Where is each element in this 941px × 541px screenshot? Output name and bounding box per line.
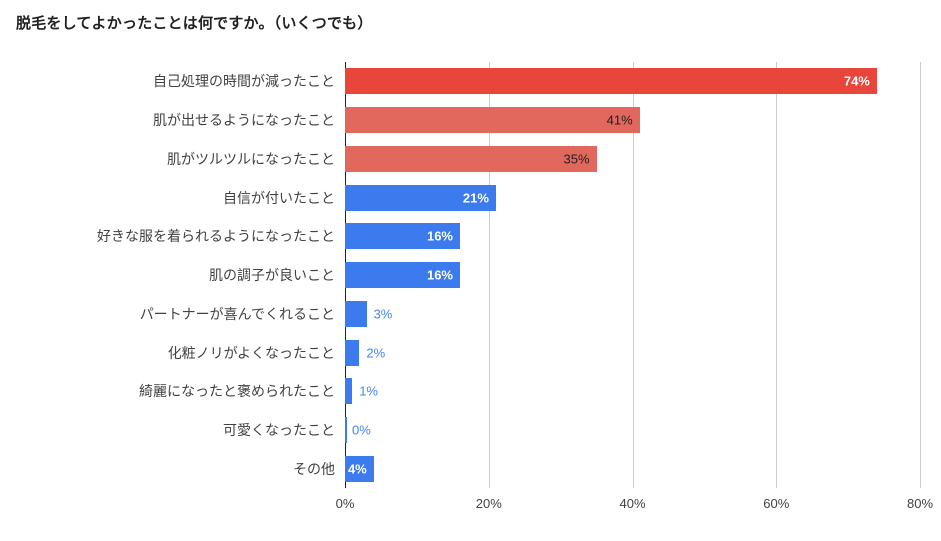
category-label: 肌がツルツルになったこと (167, 150, 335, 167)
bar-rows: 自己処理の時間が減ったこと 74% 肌が出せるようになったこと 41% 肌がツルツルにな… (0, 62, 941, 488)
category-label: 綺麗になったと褒められたこと (139, 383, 335, 400)
bar-value-label: 74% (843, 73, 870, 89)
bar-row: 肌の調子が良いこと 16% (0, 256, 941, 295)
x-axis-tick-label: 60% (763, 496, 790, 511)
bar (345, 223, 460, 250)
bar (345, 339, 360, 366)
bar (345, 378, 353, 405)
gridline (488, 62, 490, 488)
bar-row: 綺麗になったと褒められたこと 1% (0, 372, 941, 411)
category-label: 自信が付いたこと (223, 189, 335, 206)
gridline (776, 62, 778, 488)
bar-track: 16% (345, 217, 920, 256)
category-label: 好きな服を着られるようになったこと (97, 228, 335, 245)
bar-value-label: 1% (359, 383, 378, 399)
category-label: 自己処理の時間が減ったこと (153, 73, 335, 90)
bar-track: 4% (345, 449, 920, 488)
bar-track: 16% (345, 256, 920, 295)
bar-row: 肌が出せるようになったこと 41% (0, 101, 941, 140)
bar-track: 2% (345, 333, 920, 372)
bar (345, 262, 460, 289)
category-label: 化粧ノリがよくなったこと (167, 344, 335, 361)
bar (345, 300, 367, 327)
x-axis-tick-label: 0% (335, 496, 355, 511)
x-axis: 0% 20% 40% 60% 80% (336, 496, 933, 516)
bar (345, 416, 347, 443)
chart-title: 脱毛をしてよかったことは何ですか。（いくつでも） (16, 15, 373, 32)
bar-row: 自己処理の時間が減ったこと 74% (0, 62, 941, 101)
bar-row: パートナーが喜んでくれること 3% (0, 294, 941, 333)
bar (345, 455, 374, 482)
bar-value-label: 3% (373, 306, 393, 322)
bar-value-label: 2% (366, 345, 386, 360)
bar-value-label: 35% (563, 151, 590, 167)
category-label: 肌の調子が良いこと (209, 267, 335, 284)
bar (345, 107, 640, 134)
bar-track: 0% (345, 411, 920, 450)
gridline (632, 62, 634, 488)
bar-value-label: 16% (426, 228, 453, 244)
bar-track: 74% (345, 62, 920, 101)
x-axis-tick-label: 80% (906, 496, 934, 511)
bar-value-label: 0% (352, 422, 371, 438)
bar-track: 41% (345, 101, 920, 140)
x-axis-tick-label: 40% (619, 496, 646, 511)
category-label: 肌が出せるようになったこと (153, 112, 335, 129)
category-label: その他 (293, 460, 335, 477)
bar-row: 可愛くなったこと 0% (0, 411, 941, 450)
bar-value-label: 41% (606, 112, 633, 128)
bar-row: 化粧ノリがよくなったこと 2% (0, 333, 941, 372)
bar-track: 21% (345, 178, 920, 217)
gridline (920, 62, 921, 488)
category-label: 可愛くなったこと (223, 421, 335, 438)
bar (345, 184, 496, 211)
bar-track: 1% (345, 372, 920, 411)
bar-track: 3% (345, 294, 920, 333)
bar-track: 35% (345, 139, 920, 178)
bar-value-label: 16% (426, 267, 453, 283)
bar (345, 145, 597, 172)
bar-value-label: 21% (462, 190, 489, 206)
bar-value-label: 4% (347, 461, 367, 477)
bar (345, 68, 877, 95)
bar-row: その他 4% (0, 449, 941, 488)
bar-row: 自信が付いたこと 21% (0, 178, 941, 217)
x-axis-tick-label: 20% (475, 496, 502, 511)
bar-row: 肌がツルツルになったこと 35% (0, 139, 941, 178)
bar-row: 好きな服を着られるようになったこと 16% (0, 217, 941, 256)
category-label: パートナーが喜んでくれること (139, 305, 335, 322)
